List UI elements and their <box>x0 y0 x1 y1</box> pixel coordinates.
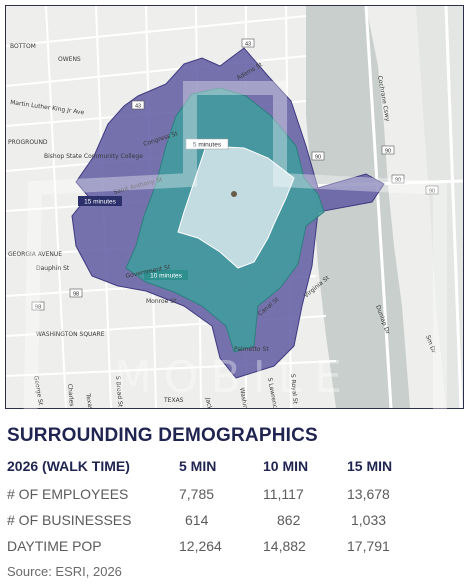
street-label: OWENS <box>58 56 81 63</box>
street-label: Sm Dr <box>424 334 437 354</box>
row-label: # OF EMPLOYEES <box>7 486 129 502</box>
street-label: WASHINGTON SQUARE <box>36 331 105 338</box>
street-label: TEXAS <box>163 397 184 404</box>
row-value: 13,678 <box>347 486 390 502</box>
route-shield: 43 <box>241 38 255 48</box>
street-label: Texas St <box>84 392 95 408</box>
row-value: 12,264 <box>179 538 222 554</box>
table-header-row: 2026 (WALK TIME) 5 MIN 10 MIN 15 MIN <box>7 458 462 480</box>
street-label: Washington Ave <box>238 387 253 408</box>
label-10-min: 10 minutes <box>144 270 188 280</box>
row-value: 862 <box>277 512 301 528</box>
row-label: DAYTIME POP <box>7 538 102 554</box>
street-label: BOTTOM <box>10 43 36 50</box>
route-shields: 43 43 90 98 98 90 90 90 <box>31 38 439 311</box>
route-shield-number: 98 <box>73 292 79 298</box>
label-5-min: 5 minutes <box>185 138 229 150</box>
isochrone-5-min <box>177 145 295 269</box>
street-label: Bishop State Community College <box>44 153 143 160</box>
row-value: 17,791 <box>347 538 390 554</box>
row-value: 11,117 <box>263 486 304 502</box>
row-value: 1,033 <box>351 512 387 528</box>
label-5-min-text: 5 minutes <box>193 142 222 149</box>
table-header: 10 MIN <box>263 458 309 474</box>
walk-time-map: 15 minutes 10 minutes 5 minutes BOTTOM O… <box>6 6 463 408</box>
table-header: 2026 (WALK TIME) <box>7 458 130 474</box>
street-label: Jackson St <box>204 396 217 408</box>
route-shield: 43 <box>131 100 145 110</box>
table-row: # OF BUSINESSES 614 862 1,033 <box>7 512 462 534</box>
route-shield-number: 43 <box>245 42 251 48</box>
street-label: S Royal St <box>289 374 299 405</box>
table-header: 5 MIN <box>179 458 217 474</box>
route-shield: 90 <box>311 151 325 161</box>
route-shield: 90 <box>425 185 439 195</box>
row-label: # OF BUSINESSES <box>7 512 132 528</box>
route-shield-number: 90 <box>395 178 401 184</box>
table-row: DAYTIME POP 12,264 14,882 17,791 <box>7 538 462 560</box>
table-header: 15 MIN <box>347 458 393 474</box>
label-15-min-text: 15 minutes <box>84 199 117 206</box>
street-label: Martin Luther King Jr Ave <box>10 99 85 116</box>
section-title: SURROUNDING DEMOGRAPHICS <box>7 425 318 446</box>
street-label: S Lawrence St <box>266 377 280 408</box>
map-panel: 15 minutes 10 minutes 5 minutes BOTTOM O… <box>5 5 464 409</box>
table-row: # OF EMPLOYEES 7,785 11,117 13,678 <box>7 486 462 508</box>
street-label: Dauphin St <box>36 265 70 272</box>
route-shield-number: 90 <box>429 189 435 195</box>
street-label: George St <box>32 375 44 406</box>
route-shield-number: 43 <box>135 104 141 110</box>
route-shield-number: 98 <box>35 305 41 311</box>
route-shield: 90 <box>381 145 395 155</box>
street-label: Palmetto St <box>234 346 269 353</box>
label-10-min-text: 10 minutes <box>150 273 183 280</box>
route-shield: 90 <box>391 174 405 184</box>
street-label: GEORGIA AVENUE <box>8 251 62 258</box>
location-pin-icon <box>231 191 237 197</box>
route-shield-number: 90 <box>315 155 321 161</box>
land-strip <box>416 6 463 408</box>
label-15-min: 15 minutes <box>78 196 122 206</box>
street-label: PROGROUND <box>8 139 48 146</box>
street-label: S Broad St <box>114 376 124 408</box>
route-shield-number: 90 <box>385 149 391 155</box>
street-label: Charles St <box>66 384 76 408</box>
row-value: 7,785 <box>179 486 215 502</box>
route-shield: 98 <box>69 288 83 298</box>
route-shield: 98 <box>31 301 45 311</box>
row-value: 614 <box>185 512 209 528</box>
row-value: 14,882 <box>263 538 306 554</box>
source-note: Source: ESRI, 2026 <box>7 564 122 579</box>
street-label: Monroe St <box>146 298 177 305</box>
